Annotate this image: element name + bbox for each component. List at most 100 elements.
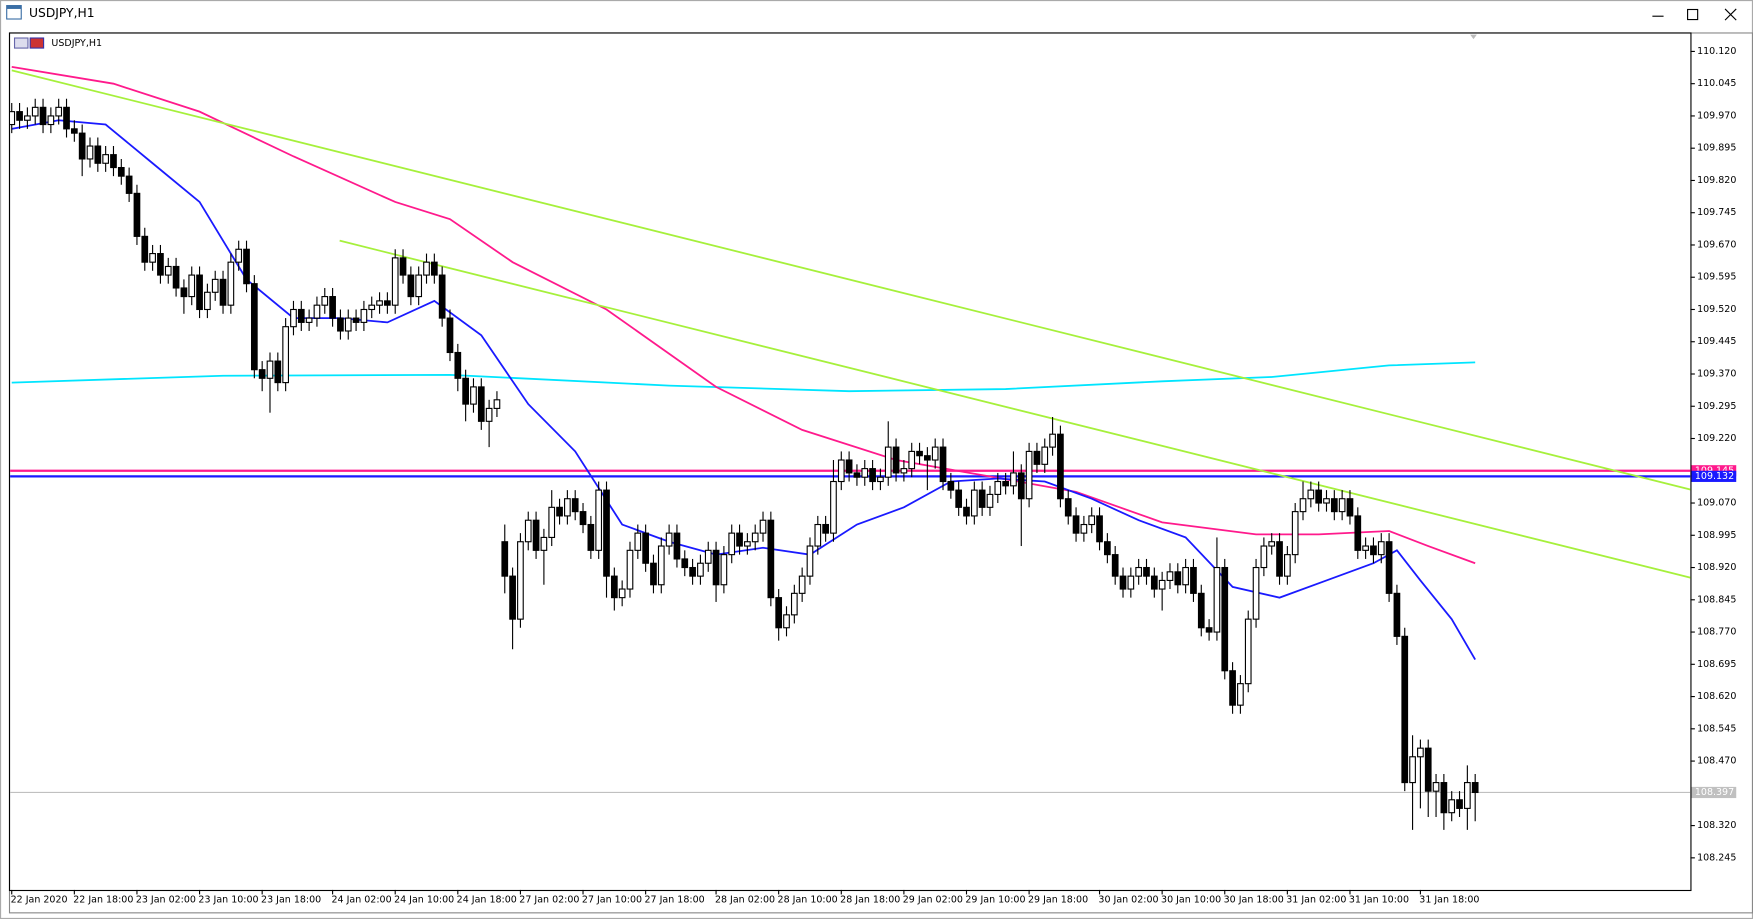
candle-body <box>673 532 681 560</box>
candle-body <box>266 360 274 379</box>
indicator-line <box>11 66 1476 565</box>
candle-body <box>297 308 305 323</box>
candle-body <box>610 575 618 599</box>
candle-body <box>947 480 955 491</box>
y-tick-label: 108.470 <box>1697 756 1736 767</box>
y-tick-label: 108.770 <box>1697 627 1736 638</box>
y-tick-label: 109.520 <box>1697 304 1736 315</box>
candle-body <box>853 472 861 478</box>
y-tick-label: 108.320 <box>1697 820 1736 831</box>
candle-body <box>1338 498 1346 513</box>
candle-body <box>384 300 391 306</box>
maximize-button[interactable] <box>1687 8 1699 21</box>
candle-body <box>587 523 595 551</box>
candle-body <box>78 132 86 160</box>
candle-body <box>1135 566 1143 577</box>
candle-body <box>1143 566 1150 577</box>
y-tick-label: 108.695 <box>1697 659 1736 670</box>
candle-body <box>884 446 892 478</box>
candle-body <box>211 278 219 293</box>
candle-body <box>963 506 970 517</box>
x-tick-label: 22 Jan 2020 <box>11 894 68 905</box>
y-tick-label: 109.595 <box>1697 272 1736 283</box>
candle-body <box>1182 566 1189 586</box>
candle-body <box>282 326 289 384</box>
candle-body <box>626 549 634 590</box>
candle-body <box>916 450 923 457</box>
y-tick-label: 110.045 <box>1697 78 1736 89</box>
candle-body <box>493 399 501 409</box>
candle-body <box>618 588 626 599</box>
candle-body <box>657 545 665 586</box>
candle-body <box>1471 782 1479 794</box>
candle-body <box>1104 541 1111 556</box>
candle-body <box>1080 523 1088 534</box>
x-tick-label: 28 Jan 18:00 <box>840 894 900 905</box>
candle-body <box>47 115 55 126</box>
candle-body <box>1284 554 1291 577</box>
candle-body <box>188 274 196 298</box>
candle-body <box>321 296 329 306</box>
candle-body <box>329 296 336 319</box>
candle-body <box>110 154 117 169</box>
candle-body <box>509 575 516 620</box>
candle-body <box>994 480 1002 495</box>
candle-body <box>1377 541 1385 556</box>
candle-body <box>1221 566 1229 672</box>
candle-body <box>744 541 751 547</box>
x-tick-label: 23 Jan 10:00 <box>198 894 258 905</box>
candle-body <box>462 377 469 405</box>
candle-body <box>313 304 321 319</box>
candle-body <box>1205 627 1213 633</box>
y-tick-label: 109.445 <box>1697 336 1736 347</box>
candle-body <box>133 192 141 237</box>
candle-body <box>1041 446 1049 465</box>
candle-body <box>806 545 814 577</box>
candle-body <box>1299 498 1307 513</box>
candle-body <box>94 145 102 164</box>
y-tick-label: 109.820 <box>1697 175 1736 186</box>
candle-body <box>1150 575 1158 590</box>
candle-body <box>470 386 477 405</box>
candle-body <box>822 523 829 534</box>
candle-body <box>1197 592 1205 629</box>
candle-body <box>931 446 939 461</box>
candle-body <box>1448 799 1456 814</box>
candle-body <box>274 360 282 384</box>
candle-body <box>141 235 149 263</box>
candle-body <box>1111 554 1119 577</box>
candle-body <box>720 554 728 586</box>
candle-body <box>1088 515 1096 526</box>
close-button[interactable] <box>1724 8 1737 21</box>
candle-body <box>1330 498 1338 513</box>
window-icon <box>6 5 22 20</box>
candle-body <box>814 523 822 547</box>
candle-body <box>1229 670 1236 706</box>
candle-body <box>258 369 266 379</box>
price-label-box <box>1691 465 1737 477</box>
candle-body <box>517 541 524 620</box>
candle-body <box>250 283 258 371</box>
candle-body <box>337 317 344 332</box>
candle-body <box>1127 575 1135 590</box>
candle-body <box>751 532 759 543</box>
x-tick-label: 24 Jan 18:00 <box>457 894 517 905</box>
candle-body <box>1017 472 1025 500</box>
x-tick-label: 27 Jan 10:00 <box>582 894 642 905</box>
candle-body <box>1268 541 1276 547</box>
candle-body <box>1002 480 1009 487</box>
x-tick-label: 28 Jan 10:00 <box>778 894 838 905</box>
candle-body <box>1370 545 1377 556</box>
candle-body <box>399 257 407 276</box>
candle-body <box>532 519 540 551</box>
candle-body <box>1409 756 1416 784</box>
candle-body <box>1119 575 1127 590</box>
candle-body <box>689 566 696 577</box>
chart-title: USDJPY,H1 <box>51 38 102 49</box>
x-tick-label: 31 Jan 18:00 <box>1419 894 1479 905</box>
candle-body <box>955 489 963 508</box>
candle-body <box>642 532 649 564</box>
candle-body <box>1237 683 1244 706</box>
candle-body <box>767 519 775 599</box>
candle-body <box>845 459 853 474</box>
